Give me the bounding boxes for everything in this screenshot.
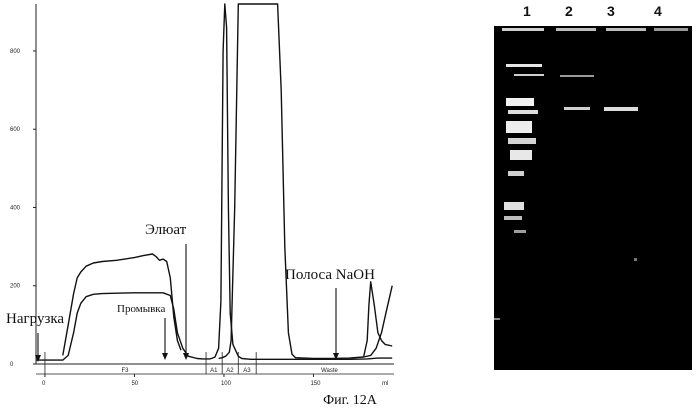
gel-lane-label: 2 (565, 3, 573, 19)
y-tick-label: 400 (10, 205, 21, 211)
annotation-arrowhead (162, 353, 168, 360)
gel-lane-label: 3 (607, 3, 615, 19)
annotation-label: Полоса NaOH (285, 267, 375, 283)
gel-band (514, 74, 544, 76)
chart-series-line (219, 4, 393, 359)
gel-band (506, 98, 534, 106)
gel-band (504, 216, 522, 220)
gel-band (508, 171, 524, 176)
gel-bands (494, 26, 692, 370)
gel-well (606, 28, 646, 31)
gel-band (564, 107, 590, 110)
chart-series-group (36, 4, 392, 360)
chart-series-line (36, 4, 392, 360)
chart-axes (36, 4, 394, 374)
x-axis-label: ml (382, 381, 388, 387)
x-tick-label: 100 (221, 381, 232, 387)
gel-band (560, 75, 594, 77)
annotation-label: Промывка (117, 303, 165, 315)
fraction-label: Waste (321, 368, 338, 374)
y-tick-label: 0 (10, 362, 14, 368)
gel-well (502, 28, 544, 31)
fraction-label: A2 (226, 368, 234, 374)
y-tick-label: 600 (10, 127, 21, 133)
fraction-label: F3 (122, 368, 130, 374)
gel-lane-label: 4 (654, 3, 662, 19)
gel-lane-label: 1 (523, 3, 531, 19)
gel-spot (494, 318, 500, 320)
gel-band (514, 230, 526, 233)
x-tick-label: 50 (131, 381, 138, 387)
gel-well (556, 28, 596, 31)
fraction-label: A3 (243, 368, 251, 374)
y-tick-label: 800 (10, 49, 21, 55)
chart-annotations: Нагрузка Промывка Элюат Полоса NaOH (6, 222, 375, 362)
fraction-label: A1 (210, 368, 218, 374)
gel-band (506, 64, 542, 67)
gel-band (508, 138, 536, 144)
gel-spot (634, 258, 637, 261)
fraction-markers: F3 A1 A2 A3 Waste (45, 352, 339, 374)
figure-caption: Фиг. 12А (0, 393, 700, 409)
gel-band (506, 121, 532, 133)
gel-well (654, 28, 688, 31)
gel-band (504, 202, 524, 210)
annotation-label: Нагрузка (6, 311, 64, 327)
chromatogram-chart: F3 A1 A2 A3 Waste 0 200 400 600 800 0 50 100 150 ml Н… (0, 0, 488, 392)
y-tick-label: 200 (10, 284, 21, 290)
gel-band (508, 110, 538, 114)
annotation-label: Элюат (145, 222, 187, 238)
gel-band (510, 150, 532, 160)
gel-image (494, 26, 692, 370)
x-tick-label: 0 (42, 381, 46, 387)
gel-band (604, 107, 638, 111)
x-tick-label: 150 (310, 381, 321, 387)
